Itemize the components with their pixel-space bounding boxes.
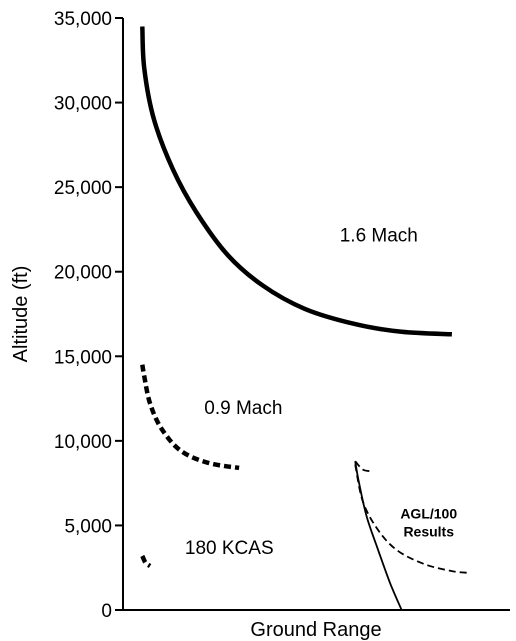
series-line-1-6-mach (140, 26, 453, 337)
curve-labels: 1.6 Mach 0.9 Mach 180 KCAS AGL/100 Results (185, 225, 457, 559)
series-line-agl-4 (354, 464, 468, 574)
y-ticks: 0 5,000 10,000 15,000 20,000 25,000 30,000 35,0… (54, 9, 123, 622)
series-line-180-kcas (140, 554, 152, 568)
series-label-1-6-mach: 1.6 Mach (340, 225, 418, 246)
annotation-line2: Results (403, 524, 454, 540)
series-label-180-kcas: 180 KCAS (185, 538, 274, 559)
y-tick-label: 20,000 (54, 263, 112, 284)
y-tick-label: 35,000 (54, 9, 112, 30)
series-line-agl-3 (354, 461, 403, 611)
series-group (140, 26, 468, 611)
y-tick-label: 25,000 (54, 178, 112, 199)
y-tick-label: 15,000 (54, 347, 112, 368)
series-line-0-9-mach (140, 364, 240, 471)
series-line-agl-5 (354, 460, 373, 473)
x-axis-label: Ground Range (250, 619, 381, 641)
y-axis-label: Altitude (ft) (10, 266, 32, 363)
series-label-0-9-mach: 0.9 Mach (204, 398, 282, 419)
y-tick-label: 10,000 (54, 432, 112, 453)
y-tick-label: 0 (101, 601, 112, 622)
annotation-line1: AGL/100 (400, 506, 457, 522)
y-tick-label: 5,000 (64, 516, 112, 537)
axes (122, 18, 510, 611)
y-tick-label: 30,000 (54, 94, 112, 115)
